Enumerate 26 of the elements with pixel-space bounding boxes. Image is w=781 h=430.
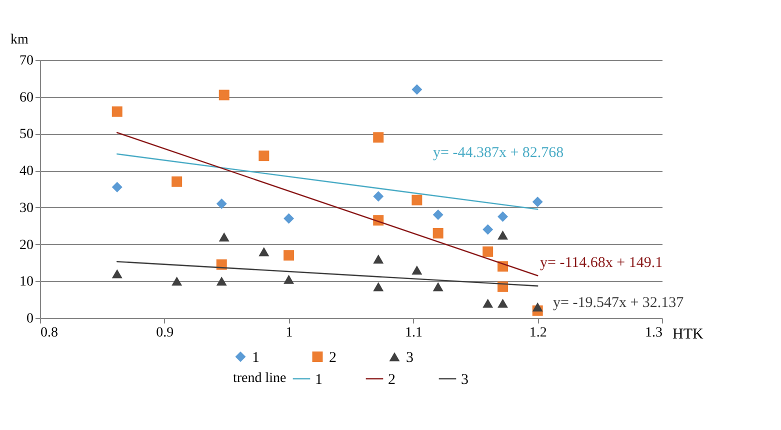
x-tick-label: 1.1 xyxy=(404,326,422,340)
y-tick-label: 50 xyxy=(20,127,34,142)
legend-label: 1 xyxy=(315,372,322,388)
legend-label: 3 xyxy=(406,350,414,366)
annotation: y= -44.387x + 82.768 xyxy=(433,145,564,161)
legend-title: trend line xyxy=(233,371,286,386)
y-tick-label: 30 xyxy=(20,200,34,216)
y-tick-label: 10 xyxy=(20,274,34,290)
x-axis-title: HTK xyxy=(672,326,704,342)
annotation: y= -114.68x + 149.1 xyxy=(540,255,663,271)
x-tick-label: 1 xyxy=(286,326,293,340)
y-tick-label: 0 xyxy=(26,312,34,326)
x-tick-label: 0.8 xyxy=(40,326,58,340)
y-tick-label: 60 xyxy=(20,90,34,106)
legend-label: 3 xyxy=(461,372,468,388)
legend-label: 2 xyxy=(388,372,396,388)
y-axis-title: km xyxy=(10,32,28,48)
x-tick-label: 1.2 xyxy=(529,326,547,340)
legend-label: 2 xyxy=(329,350,336,366)
y-tick-label: 20 xyxy=(20,238,34,253)
legend-label: 1 xyxy=(252,350,260,366)
y-tick-label: 40 xyxy=(20,164,34,180)
x-tick-label: 0.9 xyxy=(156,326,174,340)
y-tick-label: 70 xyxy=(20,54,34,68)
annotation: y= -19.547x + 32.137 xyxy=(553,295,684,311)
x-tick-label: 1.3 xyxy=(645,326,662,340)
